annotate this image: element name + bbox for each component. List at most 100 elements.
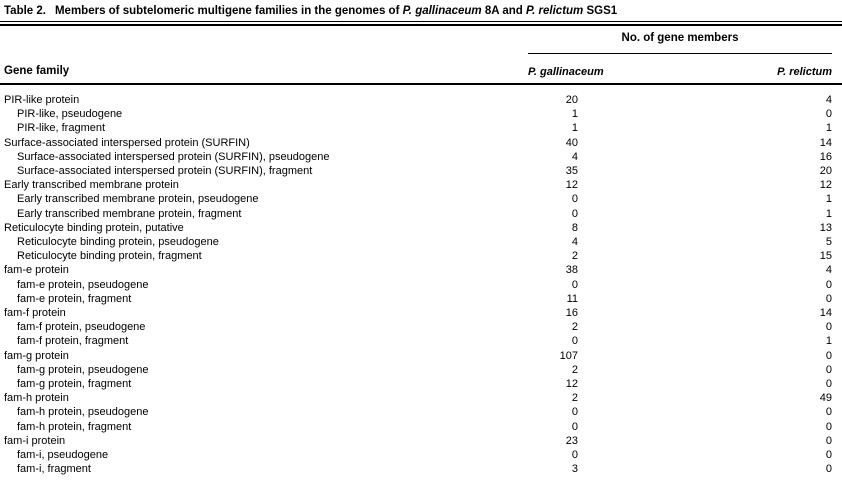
- gene-family-cell: fam-i, fragment: [17, 463, 91, 476]
- gallinaceum-count-cell: 2: [571, 363, 578, 376]
- relictum-count-cell: 0: [825, 321, 832, 334]
- table-row: fam-g protein, fragment 12 0: [4, 377, 832, 391]
- relictum-count-cell: 49: [819, 392, 832, 405]
- table-row: fam-e protein, pseudogene 0 0: [4, 278, 832, 292]
- gallinaceum-count-cell: 0: [571, 193, 578, 206]
- gallinaceum-count-cell: 2: [571, 250, 578, 263]
- table-row: Reticulocyte binding protein, putative 8…: [4, 221, 832, 235]
- gene-family-cell: fam-i protein: [4, 434, 66, 447]
- gene-family-cell: fam-g protein, fragment: [17, 378, 132, 391]
- table-number: Table 2.: [4, 5, 46, 17]
- gene-family-cell: Surface-associated interspersed protein …: [17, 165, 313, 178]
- gallinaceum-count-cell: 16: [565, 307, 578, 320]
- gallinaceum-count-cell: 4: [571, 236, 578, 249]
- gene-family-cell: fam-e protein: [4, 264, 69, 277]
- column-header-gene-family: Gene family: [4, 65, 70, 77]
- relictum-count-cell: 4: [825, 94, 832, 106]
- table-row: PIR-like, pseudogene 1 0: [4, 107, 832, 121]
- gene-family-cell: Surface-associated interspersed protein …: [17, 150, 330, 163]
- gallinaceum-count-cell: 12: [565, 378, 578, 391]
- table-row: PIR-like, fragment 1 1: [4, 121, 832, 135]
- relictum-count-cell: 16: [819, 150, 832, 163]
- gallinaceum-count-cell: 0: [571, 420, 578, 433]
- relictum-count-cell: 0: [825, 278, 832, 291]
- table-row: fam-i, pseudogene 0 0: [4, 448, 832, 462]
- table-row: Surface-associated interspersed protein …: [4, 164, 832, 178]
- relictum-count-cell: 0: [825, 449, 832, 462]
- gallinaceum-count-cell: 0: [571, 449, 578, 462]
- gallinaceum-count-cell: 0: [571, 406, 578, 419]
- relictum-count-cell: 5: [825, 236, 832, 249]
- table-row: fam-e protein 38 4: [4, 263, 832, 277]
- table-row: fam-g protein 107 0: [4, 349, 832, 363]
- table-row: Early transcribed membrane protein, frag…: [4, 207, 832, 221]
- gallinaceum-count-cell: 1: [571, 108, 578, 121]
- table-row: fam-e protein, fragment 11 0: [4, 292, 832, 306]
- relictum-count-cell: 14: [819, 307, 832, 320]
- gene-family-cell: Reticulocyte binding protein, putative: [4, 221, 184, 234]
- relictum-count-cell: 0: [825, 349, 832, 362]
- column-group-header: No. of gene members: [621, 32, 739, 44]
- top-double-rule: [0, 21, 842, 26]
- relictum-count-cell: 0: [825, 363, 832, 376]
- caption-text-1: Members of subtelomeric multigene famili…: [54, 5, 403, 17]
- relictum-count-cell: 1: [825, 335, 832, 348]
- relictum-count-cell: 1: [825, 122, 832, 135]
- table-body: PIR-like protein 20 4 PIR-like, pseudoge…: [4, 93, 832, 476]
- gallinaceum-count-cell: 2: [571, 392, 578, 405]
- relictum-count-cell: 0: [825, 406, 832, 419]
- caption-species-gallinaceum: P. gallinaceum: [402, 5, 482, 17]
- table-row: PIR-like protein 20 4: [4, 93, 832, 107]
- table-row: fam-f protein, pseudogene 2 0: [4, 320, 832, 334]
- gene-family-cell: Reticulocyte binding protein, pseudogene: [17, 236, 219, 249]
- relictum-count-cell: 13: [819, 221, 832, 234]
- relictum-count-cell: 20: [819, 165, 832, 178]
- gene-family-cell: fam-e protein, pseudogene: [17, 278, 149, 291]
- column-header-relictum: P. relictum: [777, 66, 832, 78]
- gene-family-cell: fam-e protein, fragment: [17, 292, 132, 305]
- table-row: fam-h protein 2 49: [4, 391, 832, 405]
- gene-family-cell: Reticulocyte binding protein, fragment: [17, 250, 202, 263]
- caption-text-3: SGS1: [583, 5, 618, 17]
- relictum-count-cell: 4: [825, 264, 832, 277]
- gallinaceum-count-cell: 1: [571, 122, 578, 135]
- gallinaceum-count-cell: 23: [565, 434, 578, 447]
- relictum-count-cell: 14: [819, 136, 832, 149]
- gene-family-cell: fam-f protein: [4, 307, 66, 320]
- table-row: Surface-associated interspersed protein …: [4, 150, 832, 164]
- gallinaceum-count-cell: 38: [565, 264, 578, 277]
- gene-family-cell: Early transcribed membrane protein, pseu…: [17, 193, 259, 206]
- relictum-count-cell: 0: [825, 292, 832, 305]
- table-row: Early transcribed membrane protein 12 12: [4, 178, 832, 192]
- caption-species-relictum: P. relictum: [525, 5, 584, 17]
- gene-family-cell: fam-g protein: [4, 349, 69, 362]
- table-row: fam-f protein 16 14: [4, 306, 832, 320]
- relictum-count-cell: 1: [825, 207, 832, 220]
- gene-family-cell: fam-f protein, fragment: [17, 335, 129, 348]
- table-row: Early transcribed membrane protein, pseu…: [4, 192, 832, 206]
- table-row: Reticulocyte binding protein, fragment 2…: [4, 249, 832, 263]
- gallinaceum-count-cell: 40: [565, 136, 578, 149]
- relictum-count-cell: 0: [825, 463, 832, 476]
- gene-family-cell: fam-g protein, pseudogene: [17, 363, 149, 376]
- gallinaceum-count-cell: 12: [565, 179, 578, 192]
- gene-family-cell: fam-h protein: [4, 392, 69, 405]
- relictum-count-cell: 0: [825, 434, 832, 447]
- gene-family-cell: Early transcribed membrane protein, frag…: [17, 207, 242, 220]
- relictum-count-cell: 0: [825, 108, 832, 121]
- gene-family-cell: fam-h protein, pseudogene: [17, 406, 149, 419]
- table-row: fam-g protein, pseudogene 2 0: [4, 363, 832, 377]
- gene-family-cell: fam-f protein, pseudogene: [17, 321, 146, 334]
- table-row: fam-f protein, fragment 0 1: [4, 334, 832, 348]
- relictum-count-cell: 0: [825, 420, 832, 433]
- table-row: fam-h protein, fragment 0 0: [4, 420, 832, 434]
- column-header-gallinaceum: P. gallinaceum: [528, 66, 604, 78]
- gene-family-cell: fam-h protein, fragment: [17, 420, 132, 433]
- gallinaceum-count-cell: 3: [571, 463, 578, 476]
- table-row: Surface-associated interspersed protein …: [4, 136, 832, 150]
- relictum-count-cell: 12: [819, 179, 832, 192]
- gallinaceum-count-cell: 4: [571, 150, 578, 163]
- relictum-count-cell: 15: [819, 250, 832, 263]
- gene-family-cell: Early transcribed membrane protein: [4, 179, 179, 192]
